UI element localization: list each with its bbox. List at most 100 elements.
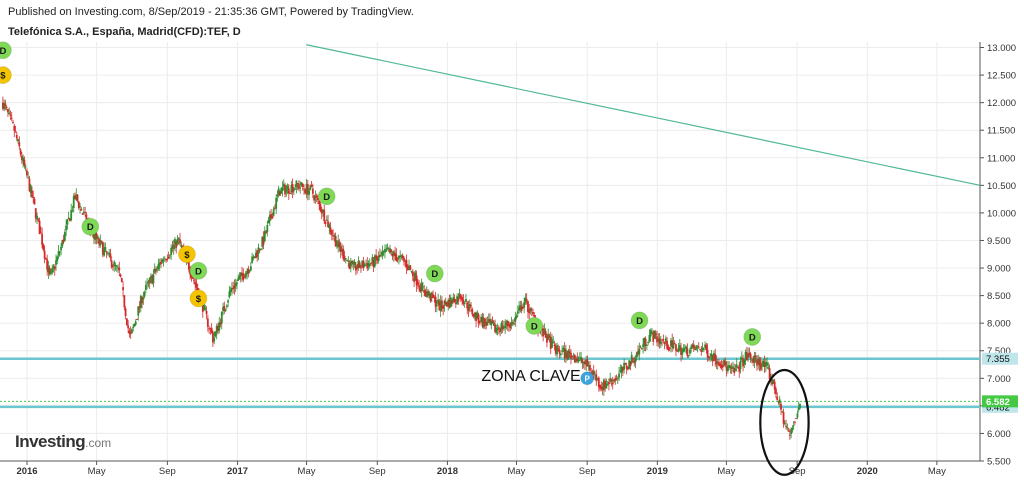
candle-body: [583, 361, 586, 365]
candle-body: [352, 261, 355, 265]
x-tick-label: May: [507, 466, 525, 477]
candle-body: [289, 193, 291, 195]
candle-body: [689, 349, 691, 354]
candle-body: [50, 271, 52, 274]
candle-body: [783, 423, 786, 425]
candle-body: [82, 211, 85, 213]
zona-clave-annotation: ZONA CLAVE: [481, 368, 580, 385]
y-tick-label: 5.500: [987, 457, 1011, 468]
candle-body: [336, 244, 338, 246]
candle-body: [67, 217, 70, 220]
candle-body: [175, 242, 178, 248]
candle-body: [790, 429, 793, 434]
candle-body: [26, 170, 28, 176]
candle-body: [265, 231, 267, 233]
candle-body: [492, 322, 495, 326]
y-tick-label: 11.000: [987, 153, 1015, 164]
candle-body: [71, 210, 74, 212]
candle-body: [347, 260, 350, 262]
candle-body: [621, 366, 624, 371]
candle-body: [632, 358, 634, 360]
candle-body: [476, 312, 479, 319]
candle-body: [734, 368, 737, 371]
marker-label: D: [0, 46, 6, 57]
candle-body: [511, 321, 514, 323]
candle-body: [201, 299, 204, 312]
candle-body: [732, 366, 734, 369]
candle-body: [439, 300, 442, 312]
candle-body: [715, 361, 718, 365]
candle-body: [234, 283, 237, 287]
candle-body: [516, 311, 519, 314]
candle-body: [429, 294, 432, 302]
candle-body: [456, 296, 459, 304]
candle-body: [744, 351, 747, 361]
candle-body: [81, 213, 84, 215]
x-tick-label: 2020: [857, 466, 878, 477]
candle-body: [360, 267, 362, 269]
x-tick-label: Sep: [159, 466, 176, 477]
candle-body: [752, 358, 755, 363]
candle-body: [99, 239, 102, 246]
candle-body: [212, 332, 214, 343]
candle-body: [514, 317, 517, 322]
candle-body: [118, 267, 121, 271]
event-marker-dividend: D: [189, 261, 208, 280]
candle-body: [572, 356, 575, 358]
candle-body: [325, 219, 328, 221]
candle-body: [174, 238, 176, 245]
candle-body: [656, 336, 658, 343]
candle-body: [143, 292, 146, 297]
candle-body: [55, 260, 57, 265]
candle-body: [737, 367, 739, 369]
candle-body: [315, 195, 318, 198]
marker-circle: [189, 261, 208, 280]
candle-body: [432, 294, 434, 298]
candle-body: [385, 249, 388, 252]
candle-body: [93, 230, 95, 239]
candle-body: [262, 237, 265, 245]
candle-body: [252, 256, 255, 258]
candle-body: [241, 272, 243, 276]
candle-body: [151, 275, 154, 284]
candle-body: [406, 265, 409, 270]
candle-body: [548, 335, 551, 338]
candle-body: [611, 382, 614, 385]
candle-body: [444, 301, 447, 305]
candle-body: [386, 247, 389, 250]
candle-body: [568, 351, 571, 354]
marker-label: $: [184, 250, 190, 261]
candle-body: [141, 296, 143, 304]
candle-body: [193, 279, 195, 281]
candle-body: [294, 188, 297, 190]
candle-body: [547, 333, 550, 340]
candle-body: [544, 330, 547, 338]
candle-body: [461, 297, 464, 301]
candle-body: [410, 270, 413, 272]
candle-body: [794, 421, 796, 423]
candle-body: [686, 348, 689, 357]
candle-body: [367, 263, 370, 267]
candle-body: [452, 297, 455, 302]
candle-body: [662, 338, 665, 341]
candle-body: [399, 255, 402, 258]
candle-body: [434, 296, 437, 307]
candle-body: [471, 309, 474, 315]
candle-body: [649, 330, 652, 337]
candle-body: [590, 372, 593, 374]
candle-body: [709, 357, 712, 359]
candle-body: [65, 225, 68, 231]
candle-body: [437, 299, 440, 304]
candle-body: [728, 365, 731, 368]
candle-body: [114, 265, 117, 267]
candle-body: [124, 308, 127, 317]
candle-body: [463, 302, 466, 304]
candle-body: [694, 348, 696, 351]
price-badge: 6.582: [982, 395, 1018, 408]
candle-body: [31, 190, 33, 198]
candle-body: [286, 185, 289, 189]
candle-body: [146, 283, 149, 285]
event-marker-dividend: D: [425, 264, 444, 283]
candle-body: [215, 326, 218, 333]
candle-body: [225, 305, 228, 307]
